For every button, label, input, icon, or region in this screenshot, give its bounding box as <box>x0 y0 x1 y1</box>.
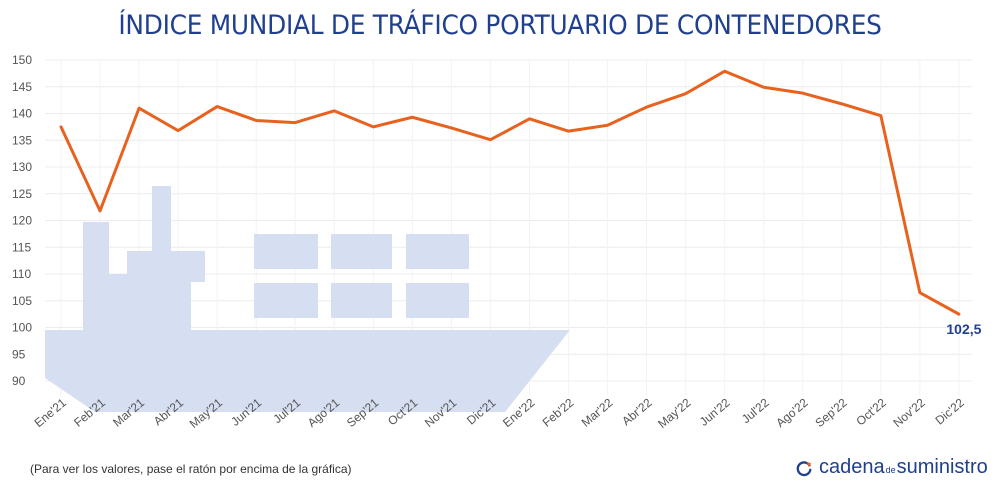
y-tick-label: 120 <box>12 214 32 228</box>
data-point[interactable] <box>876 111 886 121</box>
y-tick-label: 90 <box>12 374 26 388</box>
data-point[interactable] <box>837 99 847 109</box>
x-tick-label: Feb'22 <box>540 395 577 429</box>
series-line-path[interactable] <box>59 69 961 316</box>
brand-part-1: cadena <box>819 456 885 478</box>
y-tick-label: 125 <box>12 187 32 201</box>
brand-part-3: suministro <box>896 456 988 478</box>
series-line <box>56 66 964 319</box>
y-tick-label: 115 <box>12 240 31 254</box>
data-point[interactable] <box>759 82 769 92</box>
brand-logo[interactable]: cadena de suministro <box>795 456 988 479</box>
data-point[interactable] <box>251 115 261 125</box>
x-tick-label: Sep'22 <box>812 395 850 430</box>
data-point[interactable] <box>95 206 105 216</box>
x-tick-label: Ago'22 <box>773 395 811 430</box>
y-tick-label: 130 <box>12 160 32 174</box>
x-tick-label: Oct'22 <box>853 395 889 428</box>
data-point[interactable] <box>524 114 534 124</box>
y-tick-label: 110 <box>12 267 31 281</box>
data-point[interactable] <box>329 106 339 116</box>
data-point[interactable] <box>915 288 925 298</box>
data-point[interactable] <box>798 88 808 98</box>
data-point[interactable] <box>407 112 417 122</box>
x-tick-label: Dic'22 <box>933 395 968 427</box>
x-tick-label: Mar'22 <box>579 395 616 429</box>
y-axis: 150 145 140 135 130 125 120 115 110 105 100 95 90 <box>12 53 32 388</box>
refresh-icon <box>796 460 812 476</box>
y-tick-label: 145 <box>12 80 32 94</box>
data-point[interactable] <box>681 89 691 99</box>
data-point[interactable] <box>173 126 183 136</box>
data-point[interactable] <box>56 122 66 132</box>
data-point[interactable] <box>446 123 456 133</box>
data-labels: 102,5 <box>946 321 981 337</box>
x-tick-label: Jul'22 <box>739 395 772 426</box>
y-tick-label: 140 <box>12 107 32 121</box>
data-point[interactable] <box>954 309 964 319</box>
x-tick-label: Nov'22 <box>890 395 928 430</box>
y-tick-label: 150 <box>12 53 32 67</box>
brand-part-2: de <box>885 465 896 475</box>
data-point[interactable] <box>564 126 574 136</box>
last-value-label: 102,5 <box>946 321 981 337</box>
data-point[interactable] <box>368 122 378 132</box>
y-tick-label: 100 <box>12 321 32 335</box>
chart-title: ÍNDICE MUNDIAL DE TRÁFICO PORTUARIO DE C… <box>118 10 882 41</box>
data-point[interactable] <box>720 66 730 76</box>
x-tick-label: May'22 <box>655 395 694 431</box>
x-tick-label: Ene'21 <box>32 395 70 430</box>
data-point[interactable] <box>134 103 144 113</box>
y-tick-label: 135 <box>12 133 32 147</box>
data-point[interactable] <box>603 120 613 130</box>
x-tick-label: Jun'22 <box>697 395 733 428</box>
y-tick-label: 95 <box>12 347 26 361</box>
data-point[interactable] <box>485 135 495 145</box>
data-point[interactable] <box>290 118 300 128</box>
x-tick-label: Abr'22 <box>619 395 655 428</box>
footnote: (Para ver los valores, pase el ratón por… <box>30 462 352 476</box>
y-tick-label: 105 <box>12 294 32 308</box>
data-point[interactable] <box>212 102 222 112</box>
container-ship-illustration <box>45 186 570 412</box>
data-point[interactable] <box>642 102 652 112</box>
